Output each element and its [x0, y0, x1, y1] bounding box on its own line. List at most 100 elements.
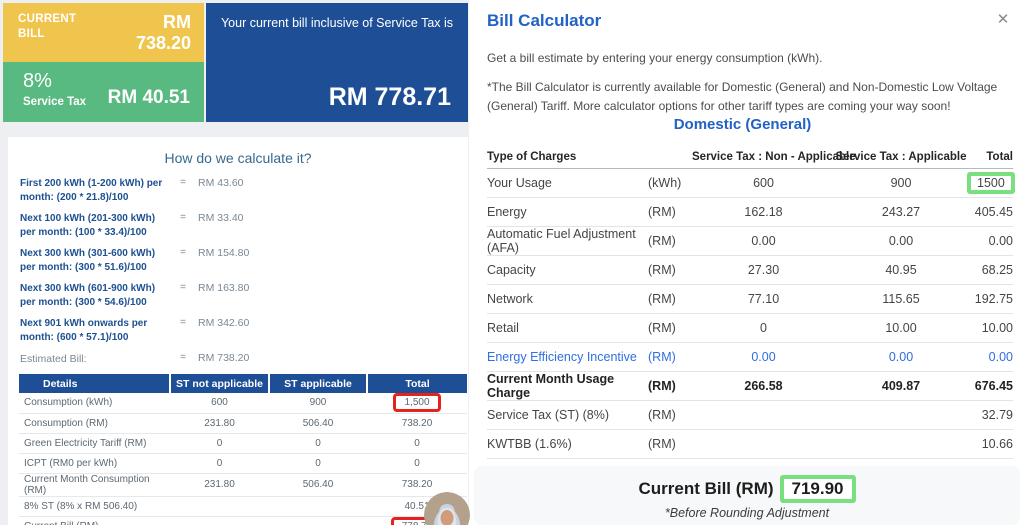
calc-row-label: Next 100 kWh (201-300 kWh) per month: (1… [20, 213, 156, 238]
current-bill-footer: Current Bill (RM) 719.90 *Before Rounding… [474, 466, 1020, 525]
row-label: Green Electricity Tariff (RM) [19, 433, 170, 454]
table-row: Capacity (RM) 27.30 40.95 68.25 [487, 255, 1013, 285]
equals-sign: = [180, 212, 186, 223]
panel-description: Get a bill estimate by entering your ene… [487, 51, 823, 65]
chat-assistant-avatar[interactable] [424, 492, 470, 525]
cell-value: 77.10 [692, 284, 835, 314]
cell-value: 192.75 [967, 284, 1013, 314]
table-row: Energy (RM) 162.18 243.27 405.45 [487, 197, 1013, 227]
calc-row-label: First 200 kWh (1-200 kWh) per month: (20… [20, 178, 163, 203]
annotation-red-box: 1,500 [393, 393, 441, 413]
table-row: Current Bill (RM) 778.71 [19, 516, 467, 525]
charges-table: Type of Charges Service Tax : Non - Appl… [487, 146, 1015, 459]
row-unit: (RM) [640, 255, 692, 285]
equals-sign: = [180, 177, 186, 188]
calc-row-label: Next 300 kWh (601-900 kWh) per month: (3… [20, 283, 156, 308]
cell-value: 0 [692, 313, 835, 343]
cell-value: 405.45 [967, 197, 1013, 227]
calc-row: First 200 kWh (1-200 kWh) per month: (20… [20, 177, 468, 204]
cell-value: 600 [170, 393, 269, 414]
current-month-usage-charge-row: Current Month Usage Charge (RM) 266.58 4… [487, 370, 1013, 401]
calculation-card: How do we calculate it? First 200 kWh (1… [8, 137, 468, 525]
table-row: Retail (RM) 0 10.00 10.00 [487, 313, 1013, 343]
cell-value: 506.40 [269, 473, 367, 497]
table-row: Consumption (kWh) 600 900 1,500 [19, 393, 467, 414]
service-tax-card: 8% Service Tax RM 40.51 [3, 62, 204, 122]
row-label: Automatic Fuel Adjustment (AFA) [487, 226, 640, 256]
row-unit: (RM) [640, 284, 692, 314]
calc-row-label: Next 300 kWh (301-600 kWh) per month: (3… [20, 248, 156, 273]
cell-value: 738.20 [367, 413, 467, 434]
cell-value: 0 [269, 433, 367, 454]
row-label: Consumption (RM) [19, 413, 170, 434]
cell-value: 231.80 [170, 473, 269, 497]
table-header-row: Details ST not applicable ST applicable … [19, 374, 467, 394]
col-total: Total [366, 374, 467, 394]
calculation-breakdown: First 200 kWh (1-200 kWh) per month: (20… [8, 177, 468, 366]
calc-row: Next 300 kWh (601-900 kWh) per month: (3… [20, 282, 468, 309]
current-bill-footer-value: 719.90 [791, 479, 844, 498]
bill-calculator-panel: Bill Calculator ✕ Get a bill estimate by… [470, 0, 1024, 525]
cell-value: 0 [367, 433, 467, 454]
cell-value: 0 [269, 453, 367, 474]
equals-sign: = [180, 282, 186, 293]
cell-value: 900 [269, 393, 367, 414]
avatar-image [424, 492, 470, 525]
cell-value: 738.20 [367, 473, 467, 497]
col-details: Details [19, 374, 170, 394]
inclusive-bill-text: Your current bill inclusive of Service T… [220, 16, 454, 30]
close-icon[interactable]: ✕ [996, 11, 1010, 28]
row-unit: (RM) [640, 370, 692, 401]
row-unit: (RM) [640, 342, 692, 372]
cell-value: 409.87 [835, 370, 967, 401]
cell-value: 162.18 [692, 197, 835, 227]
cell-value [170, 496, 269, 517]
equals-sign: = [180, 352, 186, 363]
cell-value: 115.65 [835, 284, 967, 314]
current-bill-value: RM 738.20 [135, 12, 191, 53]
cell-value: 1500 [967, 168, 1015, 198]
row-label: Current Bill (RM) [19, 516, 170, 525]
cell-value: 0.00 [692, 226, 835, 256]
calc-row-value: RM 43.60 [198, 177, 244, 189]
cell-value [269, 516, 367, 525]
current-bill-label: CURRENT BILL [18, 13, 77, 40]
cell-value [170, 516, 269, 525]
col-st-not-applicable: ST not applicable [169, 374, 269, 394]
cell-value [835, 400, 967, 430]
row-label: Energy [487, 197, 640, 227]
calc-row-value: RM 342.60 [198, 317, 250, 329]
cell-value: 40.95 [835, 255, 967, 285]
row-unit: (RM) [640, 197, 692, 227]
table-row: Automatic Fuel Adjustment (AFA) (RM) 0.0… [487, 226, 1013, 256]
table-row: KWTBB (1.6%) (RM) 10.66 [487, 429, 1013, 459]
row-unit: (RM) [640, 429, 692, 459]
energy-efficiency-incentive-row: Energy Efficiency Incentive (RM) 0.00 0.… [487, 342, 1013, 372]
row-label: KWTBB (1.6%) [487, 429, 640, 459]
cell-value: 10.66 [967, 429, 1013, 459]
bill-summary-panel: CURRENT BILL RM 738.20 8% Service Tax RM… [0, 0, 470, 525]
calc-row-label: Next 901 kWh onwards per month: (600 * 5… [20, 318, 148, 343]
cell-value: 10.00 [835, 313, 967, 343]
cell-value: 0 [367, 453, 467, 474]
col-st-applicable: ST applicable [268, 374, 367, 394]
table-row: Service Tax (ST) (8%) (RM) 32.79 [487, 400, 1013, 430]
cell-value: 1,500 [404, 397, 430, 409]
energy-efficiency-incentive-link[interactable]: Energy Efficiency Incentive [487, 342, 640, 372]
rounding-note: *Before Rounding Adjustment [664, 506, 830, 520]
cell-value: 0.00 [835, 226, 967, 256]
col-unit [640, 146, 692, 169]
cell-value: 600 [692, 168, 835, 198]
row-unit: (RM) [640, 226, 692, 256]
row-label: Current Month Consumption (RM) [19, 473, 170, 497]
row-label: Your Usage [487, 168, 640, 198]
bill-details-table: Details ST not applicable ST applicable … [19, 374, 467, 525]
cell-value [269, 496, 367, 517]
service-tax-percent: 8% [23, 70, 52, 92]
calc-row: Next 100 kWh (201-300 kWh) per month: (1… [20, 212, 468, 239]
table-row: Your Usage (kWh) 600 900 1500 [487, 168, 1015, 198]
estimated-bill-row: Estimated Bill: = RM 738.20 [20, 352, 468, 366]
cell-value: 900 [835, 168, 967, 198]
annotation-green-box: 719.90 [779, 475, 856, 503]
cell-value: 10.00 [967, 313, 1013, 343]
